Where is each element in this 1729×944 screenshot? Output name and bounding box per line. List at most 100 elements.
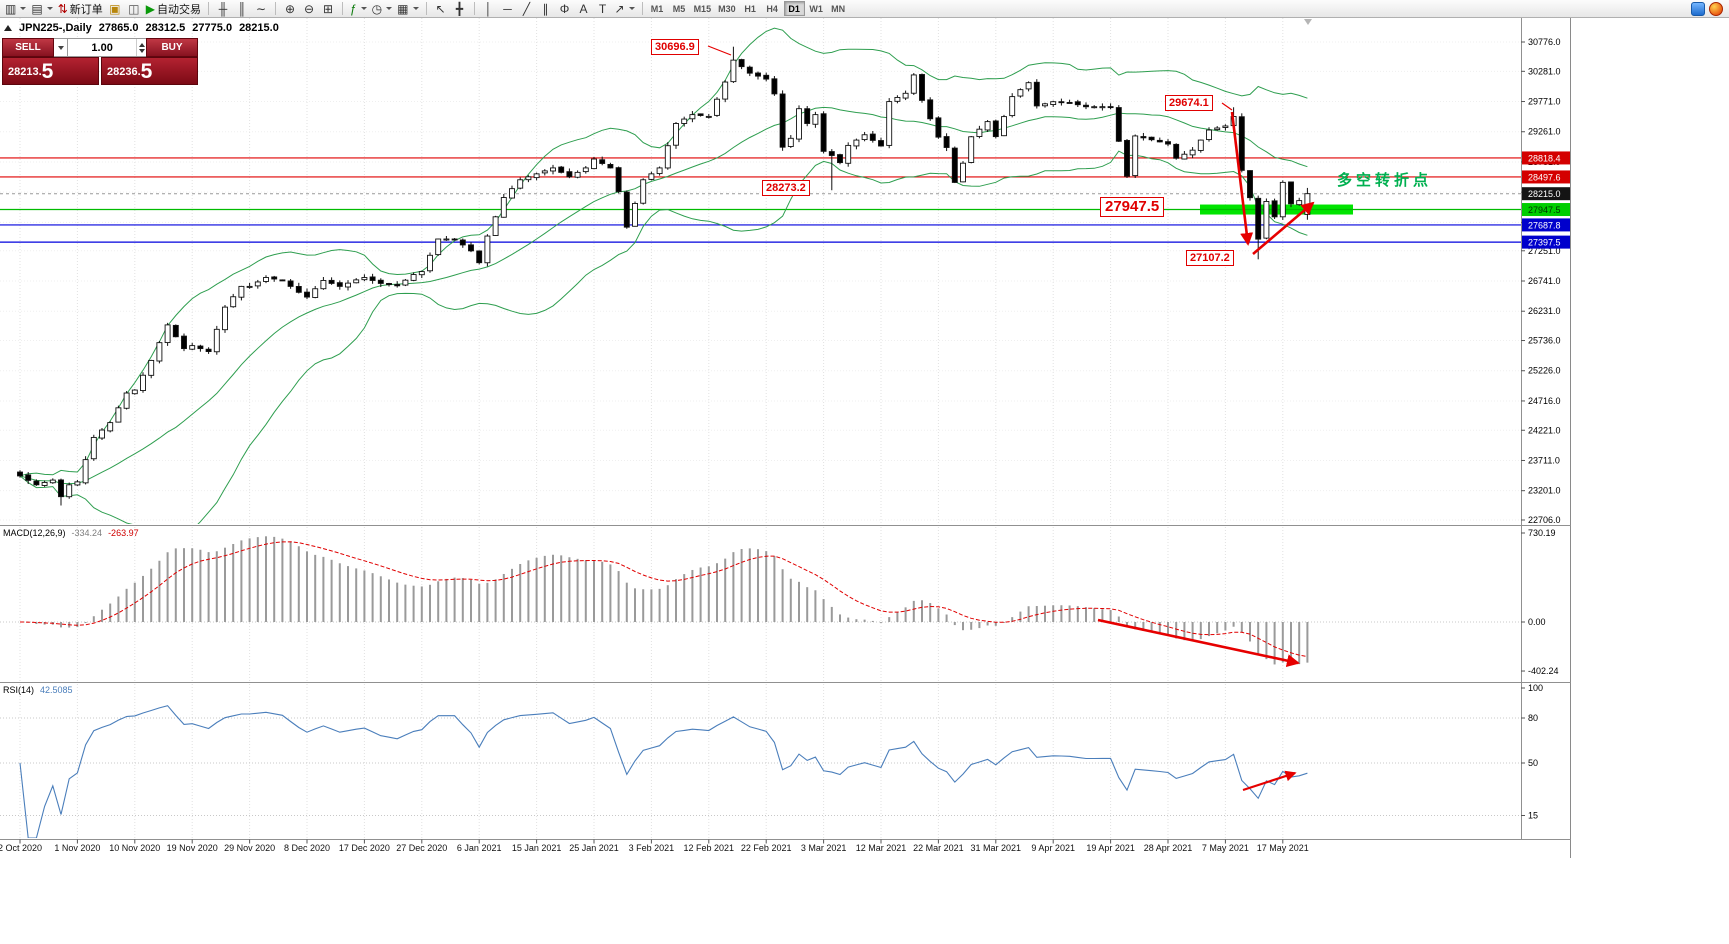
svg-text:17 Dec 2020: 17 Dec 2020 [339, 843, 390, 853]
label-button[interactable]: T [594, 1, 612, 17]
timeframe-m5-button[interactable]: M5 [672, 3, 686, 14]
templates-button[interactable]: ▦ [395, 1, 420, 17]
dropdown-arrow-icon [386, 7, 393, 10]
new-order-icon: ⇅ [57, 1, 68, 16]
zoom-out-button[interactable]: ⊖ [300, 1, 318, 17]
market-watch-button[interactable]: ▣ [106, 1, 124, 17]
terminal-button[interactable]: ◫ [125, 1, 143, 17]
lot-decrease-button[interactable] [138, 48, 145, 53]
svg-text:31 Mar 2021: 31 Mar 2021 [971, 843, 1022, 853]
tile-windows-button[interactable]: ⊞ [319, 1, 337, 17]
svg-text:25 Jan 2021: 25 Jan 2021 [569, 843, 619, 853]
price-scale[interactable]: 30776.030281.029771.029261.028751.028241… [1521, 37, 1570, 821]
pivot-level-label[interactable]: 27947.5 [1100, 197, 1165, 217]
rsi-trend-arrow[interactable] [1242, 770, 1297, 792]
sell-price-pip: 5 [41, 60, 54, 83]
arrows-tool-button[interactable]: ↗ [613, 1, 637, 17]
arrows-tool-icon: ↗ [614, 1, 625, 16]
timeframe-mn-button[interactable]: MN [831, 3, 846, 14]
zoom-in-icon: ⊕ [284, 1, 296, 16]
may-high-label[interactable]: 29674.1 [1165, 95, 1213, 111]
svg-text:730.19: 730.19 [1528, 528, 1556, 538]
indicators-button[interactable]: ƒ [348, 1, 369, 17]
timeframe-m30-button[interactable]: M30 [718, 3, 736, 14]
svg-text:27 Dec 2020: 27 Dec 2020 [396, 843, 447, 853]
march-support-label[interactable]: 28273.2 [762, 180, 810, 196]
svg-text:26231.0: 26231.0 [1528, 306, 1561, 316]
grid [0, 18, 1521, 838]
lot-increase-button[interactable] [138, 42, 145, 47]
rsi-title: RSI(14) 42.5085 [3, 685, 73, 695]
order-type-dropdown[interactable] [54, 38, 68, 57]
svg-text:23711.0: 23711.0 [1528, 455, 1560, 465]
may-high-connector[interactable] [1221, 102, 1233, 111]
rebound-arrow[interactable] [1252, 201, 1315, 255]
turning-point-label[interactable]: 多空转折点 [1337, 172, 1433, 189]
decline-arrow[interactable] [1230, 111, 1254, 246]
timeframe-m1-button[interactable]: M1 [650, 3, 664, 14]
lot-size-field [68, 38, 146, 57]
horizontal-line-button[interactable]: ─ [499, 1, 517, 17]
peak-label-connector[interactable] [707, 45, 732, 56]
line-chart-button[interactable]: ∼ [252, 1, 270, 17]
chart-symbol-info: JPN225-,Daily 27865.0 28312.5 27775.0 28… [4, 22, 279, 34]
new-order-button[interactable]: ⇅ 新订单 [56, 1, 105, 17]
timeframe-m15-button[interactable]: M15 [693, 3, 712, 14]
peak-price-label[interactable]: 30696.9 [651, 39, 699, 55]
fibonacci-icon: Φ [559, 1, 570, 16]
chart-window: 30776.030281.029771.029261.028751.028241… [0, 18, 1571, 858]
timeframe-toolbar: M1 M5 M15 M30 H1 H4 D1 W1 MN [647, 1, 849, 16]
new-order-button-label: 新订单 [69, 3, 103, 16]
timeframe-h4-button[interactable]: H4 [766, 3, 778, 14]
svg-text:28818.4: 28818.4 [1528, 153, 1561, 163]
profiles-button[interactable]: ▤ [29, 1, 54, 17]
timeframe-w1-button[interactable]: W1 [809, 3, 823, 14]
buy-price-main: 28236. [107, 66, 141, 78]
time-scale[interactable]: 2 Oct 2020 1 Nov 2020 10 Nov 2020 19 Nov 20… [0, 839, 1309, 854]
svg-text:22 Mar 2021: 22 Mar 2021 [913, 843, 964, 853]
ohlc-close: 28215.0 [239, 22, 279, 34]
channel-button[interactable]: ∥ [537, 1, 555, 17]
svg-text:23201.0: 23201.0 [1528, 486, 1561, 496]
lot-size-input[interactable] [68, 39, 137, 56]
line-chart-icon: ∼ [255, 1, 267, 16]
svg-text:9 Apr 2021: 9 Apr 2021 [1031, 843, 1075, 853]
buy-button[interactable]: BUY [146, 38, 198, 57]
timeframe-d1-button[interactable]: D1 [783, 1, 805, 16]
community-icon[interactable] [1691, 1, 1705, 16]
macd-trend-arrow[interactable] [1097, 618, 1300, 668]
crosshair-icon: ╋ [455, 1, 464, 16]
indicators-icon: ƒ [349, 1, 357, 16]
sell-price-display[interactable]: 28213. 5 [2, 57, 99, 85]
chart-canvas[interactable]: 30776.030281.029771.029261.028751.028241… [0, 18, 1571, 858]
crosshair-button[interactable]: ╋ [451, 1, 469, 17]
notification-icon[interactable] [1709, 1, 1723, 16]
autotrading-icon: ▶ [145, 1, 155, 16]
svg-text:25226.0: 25226.0 [1528, 366, 1561, 376]
vertical-line-button[interactable]: │ [480, 1, 498, 17]
sell-button[interactable]: SELL [2, 38, 54, 57]
svg-text:12 Mar 2021: 12 Mar 2021 [856, 843, 907, 853]
svg-text:19 Nov 2020: 19 Nov 2020 [167, 843, 218, 853]
candlestick-chart-button[interactable]: ║ [233, 1, 251, 17]
new-chart-button[interactable]: ▥ [3, 1, 28, 17]
svg-text:-402.24: -402.24 [1528, 666, 1559, 676]
svg-text:30281.0: 30281.0 [1528, 66, 1561, 76]
ocp-collapse-icon[interactable] [4, 25, 12, 31]
autotrading-button[interactable]: ▶ 自动交易 [144, 1, 203, 17]
periods-button[interactable]: ◷ [370, 1, 394, 17]
svg-text:15: 15 [1528, 811, 1538, 821]
may-low-label[interactable]: 27107.2 [1186, 250, 1234, 266]
timeframe-h1-button[interactable]: H1 [744, 3, 756, 14]
zoom-in-button[interactable]: ⊕ [281, 1, 299, 17]
fibonacci-button[interactable]: Φ [556, 1, 574, 17]
text-button[interactable]: A [575, 1, 593, 17]
bar-chart-button[interactable]: ╫ [214, 1, 232, 17]
buy-price-display[interactable]: 28236. 5 [101, 57, 198, 85]
cursor-button[interactable]: ↖ [432, 1, 450, 17]
trendline-button[interactable]: ╱ [518, 1, 536, 17]
rsi-name: RSI(14) [3, 685, 35, 695]
price-tag: 27947.5 [1522, 203, 1570, 217]
chart-shift-marker[interactable] [1304, 19, 1312, 25]
horizontal-line-icon: ─ [503, 1, 512, 16]
